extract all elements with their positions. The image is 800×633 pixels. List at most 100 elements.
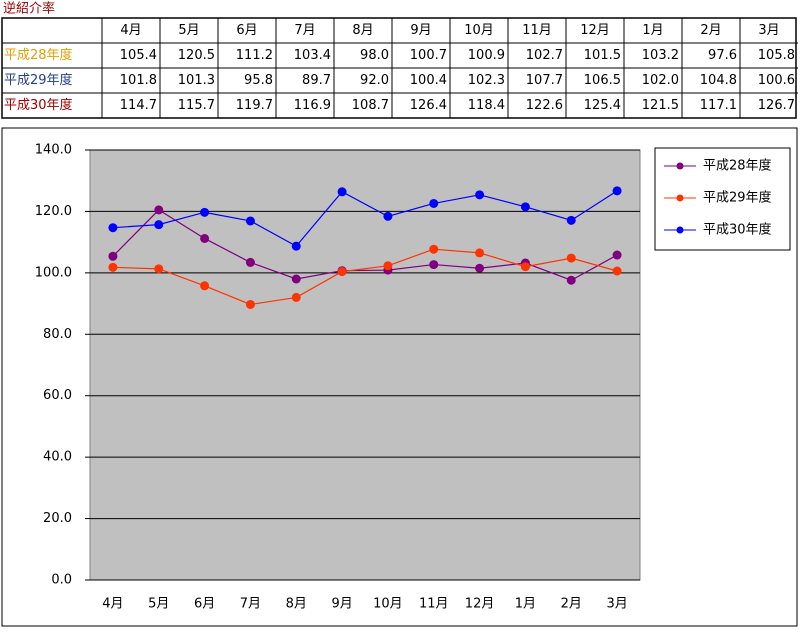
x-tick-label: 11月 (419, 597, 449, 612)
data-point (108, 251, 118, 261)
x-tick-label: 2月 (561, 597, 582, 612)
table-cell: 103.4 (294, 48, 331, 63)
y-tick-label: 40.0 (43, 450, 72, 465)
plot-area (89, 149, 641, 581)
table-cell: 120.5 (178, 48, 215, 63)
table-cell: 100.9 (468, 48, 505, 63)
data-point (108, 223, 118, 233)
table-cell: 103.2 (642, 48, 679, 63)
y-tick-label: 60.0 (43, 388, 72, 403)
table-cell: 106.5 (584, 73, 621, 88)
x-tick-label: 3月 (606, 597, 627, 612)
table-cell: 101.5 (584, 48, 621, 63)
x-tick-label: 1月 (515, 597, 536, 612)
y-tick-label: 100.0 (35, 265, 72, 280)
series-line (112, 190, 618, 247)
table-cell: 100.6 (758, 73, 795, 88)
table-cell: 104.8 (700, 73, 737, 88)
data-point (566, 275, 576, 285)
data-point (475, 263, 485, 273)
table-header: 1月 (642, 23, 663, 38)
table-cell: 95.8 (244, 73, 273, 88)
x-tick-label: 8月 (286, 597, 307, 612)
table-cell: 102.3 (468, 73, 505, 88)
y-tick-label: 0.0 (51, 573, 72, 588)
legend-marker (676, 162, 684, 170)
table-header: 2月 (700, 23, 721, 38)
table-row-label: 平成30年度 (4, 97, 73, 113)
table-cell: 125.4 (584, 98, 621, 113)
table-header: 9月 (410, 23, 431, 38)
table-header: 4月 (120, 23, 141, 38)
legend-marker (676, 194, 684, 202)
data-point (200, 233, 210, 243)
table-cell: 126.7 (758, 98, 795, 113)
table-header: 8月 (352, 23, 373, 38)
table-header: 5月 (178, 23, 199, 38)
data-point (245, 216, 255, 226)
table-header: 10月 (464, 23, 494, 38)
data-point (566, 215, 576, 225)
data-point (245, 299, 255, 309)
legend-label: 平成30年度 (703, 222, 772, 238)
table-row-label: 平成28年度 (4, 47, 73, 63)
x-tick-label: 5月 (148, 597, 169, 612)
table-cell: 102.7 (526, 48, 563, 63)
data-point (154, 205, 164, 215)
data-point (429, 198, 439, 208)
table-cell: 98.0 (360, 48, 389, 63)
table-cell: 105.8 (758, 48, 795, 63)
y-tick-label: 120.0 (35, 204, 72, 219)
data-point (566, 253, 576, 263)
table-cell: 105.4 (120, 48, 157, 63)
table-cell: 119.7 (236, 98, 273, 113)
x-tick-label: 4月 (102, 597, 123, 612)
data-point (612, 266, 622, 276)
data-point (475, 248, 485, 258)
x-tick-label: 6月 (194, 597, 215, 612)
table-header: 12月 (580, 23, 610, 38)
data-point (520, 202, 530, 212)
legend-label: 平成29年度 (703, 190, 772, 206)
table-cell: 92.0 (360, 73, 389, 88)
table-cell: 111.2 (236, 48, 273, 63)
x-tick-label: 7月 (240, 597, 261, 612)
data-point (291, 241, 301, 251)
legend-marker (676, 226, 684, 234)
table-cell: 97.6 (708, 48, 737, 63)
series-line (112, 248, 618, 306)
table-cell: 116.9 (294, 98, 331, 113)
data-point (612, 250, 622, 260)
data-point (154, 264, 164, 274)
data-point (475, 190, 485, 200)
data-point (612, 186, 622, 196)
table-cell: 101.8 (120, 73, 157, 88)
table-header: 3月 (758, 23, 779, 38)
data-point (383, 211, 393, 221)
table-cell: 100.7 (410, 48, 447, 63)
data-point (291, 274, 301, 284)
table-header: 6月 (236, 23, 257, 38)
table-cell: 126.4 (410, 98, 447, 113)
table-cell: 89.7 (302, 73, 331, 88)
y-tick-label: 140.0 (35, 143, 72, 158)
table-cell: 121.5 (642, 98, 679, 113)
series-line (112, 209, 618, 281)
table-cell: 102.0 (642, 73, 679, 88)
data-point (108, 262, 118, 272)
table-cell: 118.4 (468, 98, 505, 113)
data-point (200, 207, 210, 217)
x-tick-label: 10月 (373, 597, 403, 612)
data-point (245, 257, 255, 267)
x-tick-label: 12月 (465, 597, 495, 612)
table-cell: 101.3 (178, 73, 215, 88)
table-row-label: 平成29年度 (4, 72, 73, 88)
y-tick-label: 80.0 (43, 327, 72, 342)
data-point (337, 267, 347, 277)
table-cell: 114.7 (120, 98, 157, 113)
data-point (520, 262, 530, 272)
data-point (154, 220, 164, 230)
table-cell: 122.6 (526, 98, 563, 113)
table-cell: 100.4 (410, 73, 447, 88)
